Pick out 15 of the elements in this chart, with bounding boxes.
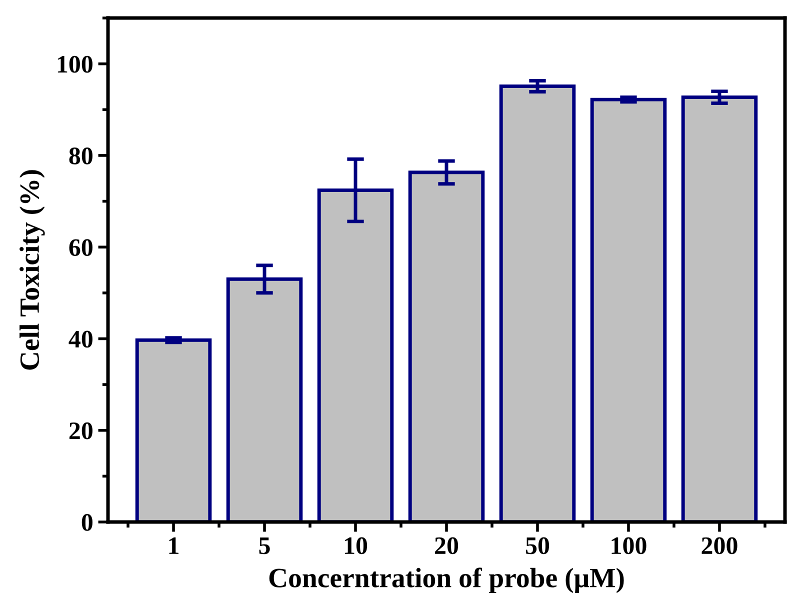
y-tick-label: 60: [69, 239, 92, 256]
y-tick-label: 80: [69, 148, 92, 164]
y-axis-title: Cell Toxicity (%): [20, 170, 45, 370]
x-tick-label: 5: [259, 538, 270, 554]
y-tick-label: 0: [82, 514, 92, 531]
y-tick-label: 40: [68, 330, 92, 348]
x-tick-label: 1: [169, 537, 178, 554]
x-tick-label: 10: [345, 537, 368, 554]
y-tick-label: 100: [58, 56, 92, 73]
x-tick-label: 100: [612, 537, 646, 554]
x-axis-title: Concerntration of probe (μM): [269, 568, 624, 594]
x-tick-label: 50: [526, 537, 550, 554]
y-tick-label: 20: [69, 422, 92, 440]
x-tick-label: 20: [435, 537, 458, 554]
x-tick-label: 200: [702, 537, 738, 554]
